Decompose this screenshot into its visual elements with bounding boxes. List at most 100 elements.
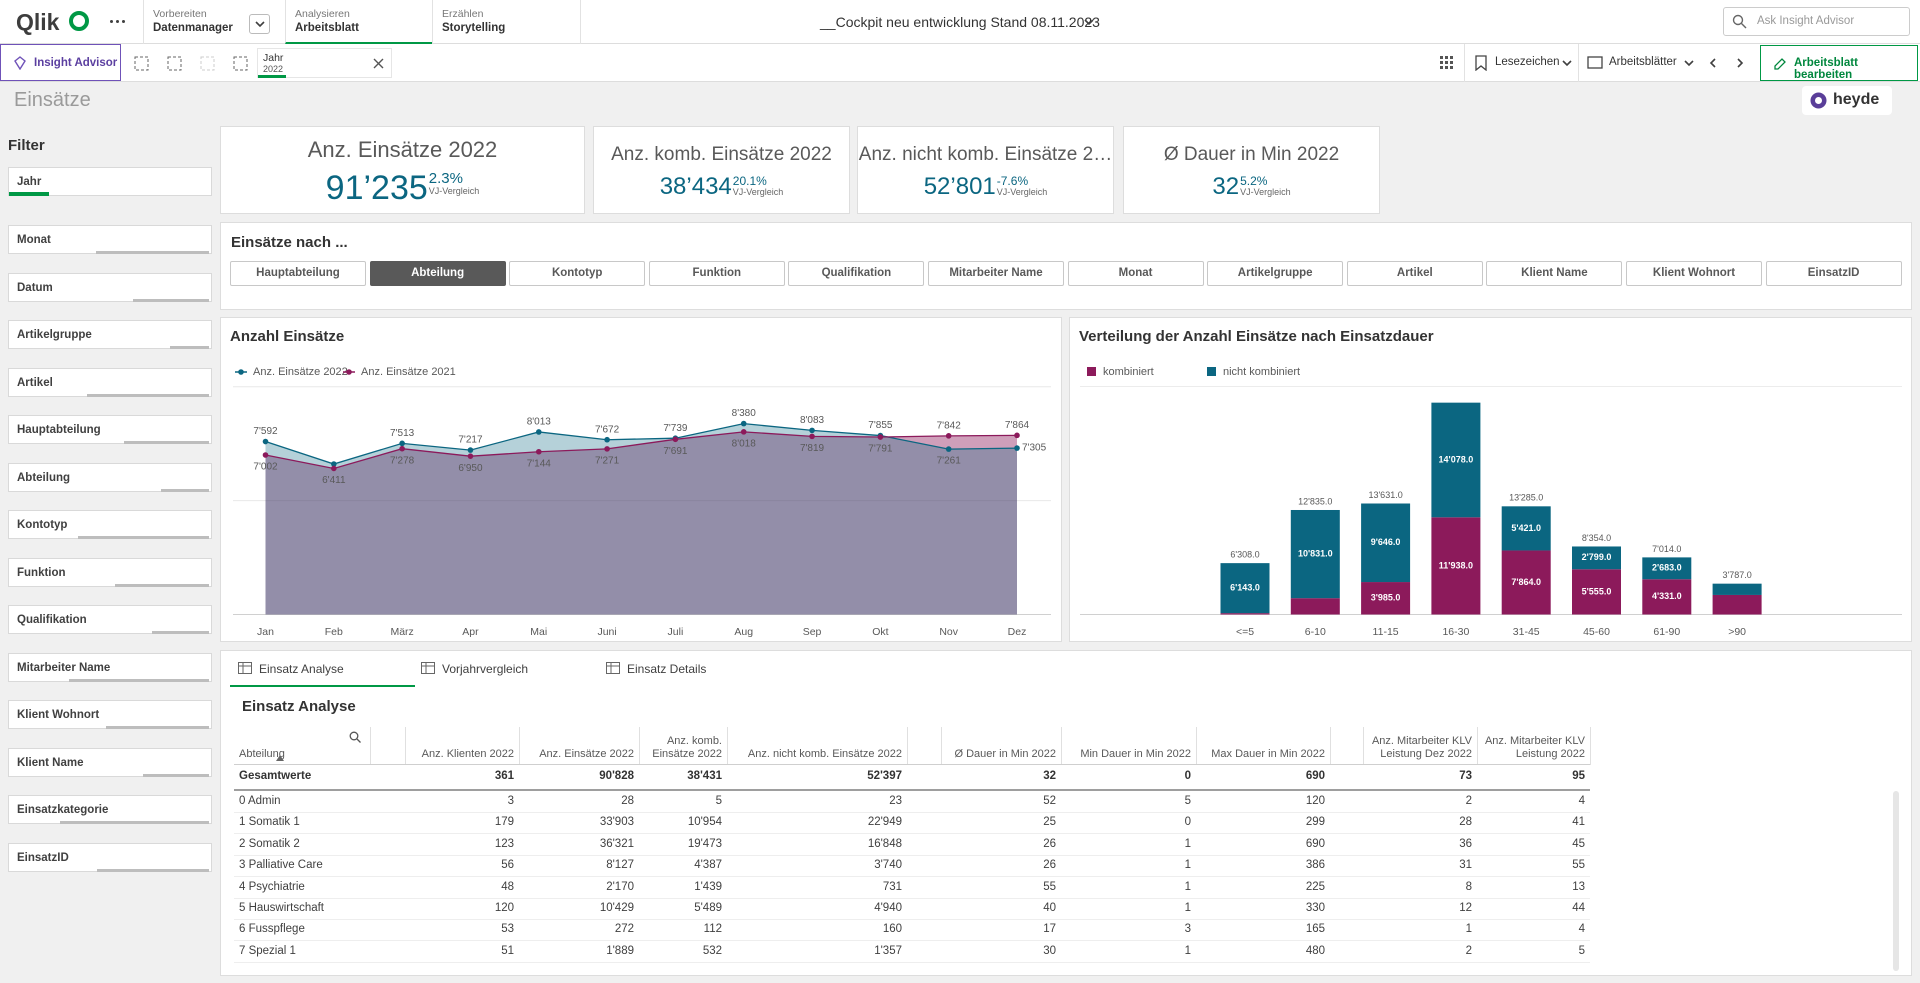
totals-rule [234,789,1590,791]
dimension-button[interactable]: Mitarbeiter Name [928,261,1064,286]
row-rule [234,833,1590,835]
filter-pane[interactable]: Jahr [8,167,212,196]
legend-label: nicht kombiniert [1223,366,1300,378]
data-label: 7'864 [1005,420,1030,431]
dimension-button[interactable]: Artikel [1346,261,1483,286]
dimension-button[interactable]: Kontotyp [509,261,646,286]
filter-pane[interactable]: Klient Name [8,747,212,777]
selection-chip[interactable]: Jahr 2022 [257,48,392,78]
table-cell: 53 [501,923,514,936]
filter-pane[interactable]: Hauptabteilung [8,415,212,444]
table-cell: 0 [1184,816,1191,829]
filter-pane[interactable]: Funktion [8,557,212,587]
chart-title: Verteilung der Anzahl Einsätze nach Eins… [1079,328,1434,345]
table-cell: 51 [501,944,514,957]
legend-label: Anz. Einsätze 2021 [361,366,456,378]
app-title[interactable]: __Cockpit neu entwicklung Stand 08.11.20… [820,14,1100,30]
column-divider [1330,727,1331,765]
nav-item[interactable]: Analysieren Arbeitsblatt [285,0,432,44]
header-text: Anz. Einsätze 2022 [539,747,634,760]
chevron-line [1737,58,1744,68]
chevron [1084,19,1094,26]
table-cell: 55 [1043,880,1056,893]
selection-tool [134,56,149,71]
filter-pane[interactable]: Datum [8,272,212,302]
filter-pane[interactable]: Qualifikation [8,605,212,634]
nav-dropdown[interactable] [249,14,270,34]
chevron [1737,58,1744,68]
table-cell: 1'439 [694,880,722,893]
nav-item[interactable]: Vorbereiten Datenmanager [143,0,285,44]
kpi-compare: 2.3% VJ-Vergleich [429,171,480,196]
kpi-card: Anz. komb. Einsätze 2022 38’434 20.1% VJ-Ve… [593,126,850,214]
dimension-button[interactable]: Klient Wohnort [1626,261,1762,286]
tbl [421,662,435,674]
filter-pane[interactable]: Klient Wohnort [8,700,212,729]
kpi-compare: 20.1% VJ-Vergleich [733,175,784,197]
dimension-button[interactable]: EinsatzID [1765,261,1902,286]
legend-label: kombiniert [1103,366,1154,378]
filter-pane[interactable]: Mitarbeiter Name [8,652,212,682]
x [373,58,384,69]
dimension-button[interactable]: Qualifikation [788,261,925,286]
sheets[interactable]: Arbeitsblätter [1609,56,1677,68]
column-header[interactable]: Anz. nicht komb. Einsätze 2022 [727,727,907,764]
column-header[interactable]: Anz. Einsätze 2022 [519,727,639,764]
table-cell: 3 [1184,923,1191,936]
insight-icon [14,56,26,70]
column-header[interactable]: Min Dauer in Min 2022 [1061,727,1196,764]
bookmarks[interactable]: Lesezeichen [1495,56,1560,68]
total-label: 6'308.0 [1230,550,1259,560]
column-header[interactable]: Ø Dauer in Min 2022 [941,727,1061,764]
dimension-button[interactable]: Hauptabteilung [230,261,366,286]
column-header[interactable]: Anz. Mitarbeiter KLV Leistung 2022 [1477,727,1590,764]
grid-dot [1450,61,1453,64]
column-header[interactable]: Anz. komb. Einsätze 2022 [639,727,727,764]
edit-sheet-button[interactable]: Arbeitsblatt bearbeiten [1760,45,1918,81]
column-header[interactable]: Anz. Mitarbeiter KLV Leistung Dez 2022 [1363,727,1477,764]
table-cell: 330 [1305,902,1325,914]
grid-dot [1440,66,1443,69]
dimension-button[interactable]: Artikelgruppe [1207,261,1344,286]
dimension-button[interactable]: Funktion [648,261,785,286]
filter-pane[interactable]: Monat [8,225,212,254]
filter-pane[interactable]: EinsatzID [8,842,212,872]
tab[interactable]: Einsatz Analyse [230,651,415,687]
dimension-button[interactable]: Abteilung [369,261,506,286]
column-header[interactable]: Max Dauer in Min 2022 [1196,727,1330,764]
nav-item[interactable]: Erzählen Storytelling [432,0,580,44]
dimension-button[interactable]: Klient Name [1486,261,1623,286]
edit-sheet-label: Arbeitsblatt bearbeiten [1794,57,1858,81]
table-cell: 45 [1572,837,1585,850]
filter-pane[interactable]: Artikelgruppe [8,320,212,349]
pencil-icon [1774,58,1786,70]
kpi-change: 5.2% [1240,174,1268,188]
dimension-button[interactable]: Monat [1067,261,1204,286]
filter-label: Mitarbeiter Name [17,661,111,674]
nav-step: Analysieren [295,8,350,20]
table-cell: 3 [507,795,514,807]
chevron [1709,58,1716,68]
table-cell: 19'473 [687,837,722,850]
x-tick-label: 31-45 [1513,626,1540,638]
x-tick-label: 6-10 [1305,626,1326,638]
point [467,453,474,459]
tab[interactable]: Vorjahrvergleich [413,651,598,687]
sheets-icon [1587,56,1603,69]
filter-pane[interactable]: Abteilung [8,462,212,492]
header-text: Max Dauer in Min 2022 [1211,747,1325,760]
filter-pane[interactable]: Kontotyp [8,510,212,539]
legend-dot [346,369,352,375]
filter-pane[interactable]: Einsatzkategorie [8,795,212,824]
insight-advisor-button[interactable]: Insight Advisor [0,44,121,81]
kpi-change: 20.1% [732,174,767,188]
column-header[interactable]: Anz. Klienten 2022 [405,727,519,764]
kpi-row: 52’801 -7.6% VJ-Vergleich [858,175,1113,199]
bar-segment [1361,582,1411,615]
legend-label: Anz. Einsätze 2022 [253,366,348,378]
tab[interactable]: Einsatz Details [598,651,783,687]
data-label: 7'592 [253,426,278,437]
search-box[interactable]: Ask Insight Advisor [1723,7,1910,36]
filter-pane[interactable]: Artikel [8,367,212,397]
column-header[interactable]: Abteilung [234,727,370,764]
